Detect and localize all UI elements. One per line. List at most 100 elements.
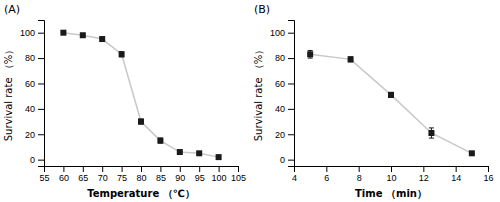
x-tick-label: 95 (195, 173, 205, 183)
plot-area (60, 30, 221, 160)
y-tick-mark (38, 160, 44, 161)
y-axis-line (38, 21, 45, 167)
marker (119, 51, 125, 57)
y-tick: 60 (25, 79, 44, 89)
panel: 55 60 65 70 75 80 85 90 95 100 105 0 20 40 60 80 100 (20, 21, 246, 184)
y-tick: 40 (25, 104, 44, 114)
y-tick-label: 0 (30, 155, 35, 165)
x-tick-label: 105 (231, 173, 246, 183)
x-tick-mark (180, 166, 181, 172)
x-tick-label: 10 (386, 173, 396, 183)
y-tick: 80 (275, 53, 294, 63)
line (63, 33, 218, 157)
marker (80, 32, 86, 38)
x-tick: 55 (39, 166, 49, 183)
marker (60, 30, 66, 36)
x-tick: 75 (117, 166, 127, 183)
marker (177, 149, 183, 155)
marker (216, 154, 222, 160)
marker (157, 138, 163, 144)
y-tick-label: 20 (275, 130, 285, 140)
x-tick-label: 16 (483, 173, 493, 183)
x-tick-mark (199, 166, 200, 172)
panel: 46810121416020406080100 (270, 21, 494, 184)
line (310, 54, 472, 153)
x-tick-mark (423, 166, 424, 172)
x-tick-label: 75 (117, 173, 127, 183)
y-tick: 20 (275, 130, 294, 140)
x-axis-title: Time （min） (355, 188, 427, 199)
panel-label: (A) (4, 3, 20, 16)
y-tick: 20 (25, 130, 44, 140)
x-tick: 100 (212, 166, 227, 183)
x-tick: 16 (483, 166, 493, 183)
y-tick-mark (38, 33, 44, 34)
error-bar (429, 128, 434, 138)
x-tick-mark (219, 166, 220, 172)
marker (469, 150, 475, 156)
x-axis-line (45, 167, 239, 173)
error-bar (158, 138, 163, 143)
x-axis: 4 6 8 10 12 14 16 (292, 166, 494, 183)
x-tick: 85 (156, 166, 166, 183)
error-bar (389, 92, 394, 97)
x-tick: 4 (292, 166, 297, 183)
x-tick-mark (456, 166, 457, 172)
x-tick-label: 14 (451, 173, 461, 183)
marker (307, 51, 313, 57)
x-tick-label: 70 (98, 173, 108, 183)
y-tick-label: 60 (275, 79, 285, 89)
y-tick: 60 (275, 79, 294, 89)
x-tick: 70 (98, 166, 108, 183)
marker (138, 119, 144, 125)
x-tick-mark (141, 166, 142, 172)
x-tick-label: 100 (212, 173, 227, 183)
x-tick-mark (63, 166, 64, 172)
y-tick-mark (38, 83, 44, 84)
y-tick-mark (288, 134, 294, 135)
x-tick-mark (391, 166, 392, 172)
y-tick: 80 (25, 53, 44, 63)
x-tick: 80 (136, 166, 146, 183)
x-tick-mark (160, 166, 161, 172)
y-tick-mark (288, 160, 294, 161)
x-tick: 90 (175, 166, 185, 183)
y-tick-label: 100 (270, 28, 285, 38)
y-tick-mark (38, 58, 44, 59)
x-tick: 95 (195, 166, 205, 183)
y-tick-mark (38, 134, 44, 135)
x-tick-mark (359, 166, 360, 172)
error-bar (308, 50, 313, 58)
x-tick: 65 (78, 166, 88, 183)
x-tick-label: 65 (78, 173, 88, 183)
panel-label: (B) (254, 3, 270, 16)
marker (196, 150, 202, 156)
x-tick-label: 12 (419, 173, 429, 183)
x-tick-label: 55 (39, 173, 49, 183)
x-tick: 12 (419, 166, 429, 183)
chart-svg: 556065707580859095100105020406080100Temp… (0, 0, 500, 202)
y-axis-title: Survival rate （%） (253, 45, 264, 142)
x-axis: 55 60 65 70 75 80 85 90 95 100 105 (39, 166, 246, 183)
x-tick: 10 (386, 166, 396, 183)
x-tick-label: 4 (292, 173, 297, 183)
error-bar (139, 119, 144, 124)
x-tick-label: 85 (156, 173, 166, 183)
y-tick-label: 80 (275, 53, 285, 63)
y-tick: 0 (280, 155, 294, 165)
marker (348, 56, 354, 62)
y-axis: 020406080100 (20, 21, 45, 167)
y-tick: 0 (30, 155, 44, 165)
x-axis-title: Temperature （℃） (87, 188, 195, 199)
x-tick-mark (488, 166, 489, 172)
marker (388, 92, 394, 98)
y-tick-mark (288, 109, 294, 110)
plot-area (307, 50, 475, 156)
x-tick-label: 90 (175, 173, 185, 183)
x-tick: 105 (231, 166, 246, 183)
x-tick-label: 8 (357, 173, 362, 183)
x-tick-label: 60 (59, 173, 69, 183)
x-tick: 6 (324, 166, 329, 183)
y-tick-mark (38, 109, 44, 110)
x-tick-label: 80 (136, 173, 146, 183)
